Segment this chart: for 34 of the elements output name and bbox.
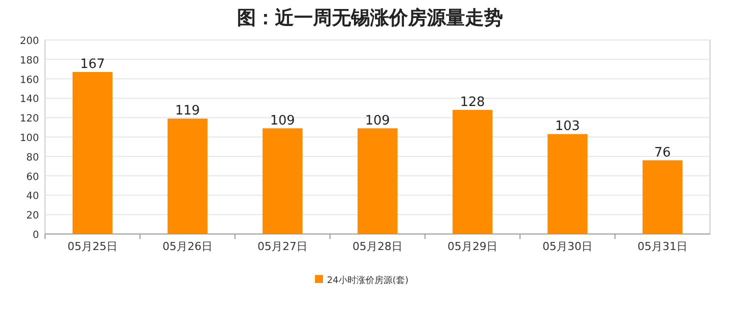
x-tick-label: 05月29日 xyxy=(448,240,498,253)
legend-label: 24小时涨价房源(套) xyxy=(327,275,408,286)
x-tick-label: 05月28日 xyxy=(352,240,402,253)
bar xyxy=(72,72,112,234)
bar xyxy=(548,134,588,234)
bar xyxy=(168,118,208,234)
y-tick-label: 80 xyxy=(26,152,39,164)
data-label: 109 xyxy=(270,113,295,128)
x-tick-label: 05月27日 xyxy=(258,240,308,253)
y-tick-label: 60 xyxy=(26,172,39,183)
y-tick-label: 0 xyxy=(32,230,39,241)
bar xyxy=(642,160,682,234)
data-label: 109 xyxy=(365,113,390,128)
data-label: 103 xyxy=(555,119,580,134)
y-tick-label: 180 xyxy=(20,55,39,66)
data-label: 128 xyxy=(460,94,485,110)
y-tick-label: 20 xyxy=(26,210,39,222)
y-tick-label: 120 xyxy=(20,114,39,125)
bar xyxy=(358,128,398,234)
x-tick-label: 05月25日 xyxy=(68,240,118,253)
y-tick-label: 100 xyxy=(20,133,39,144)
bar xyxy=(262,128,302,234)
x-tick-label: 05月30日 xyxy=(542,240,592,253)
bar xyxy=(452,110,492,234)
y-tick-label: 40 xyxy=(26,191,39,202)
x-tick-label: 05月31日 xyxy=(638,240,688,253)
y-tick-label: 160 xyxy=(20,74,39,86)
data-label: 167 xyxy=(80,57,105,72)
chart-title: 图：近一周无锡涨价房源量走势 xyxy=(237,7,503,29)
y-tick-label: 200 xyxy=(20,36,39,47)
y-tick-label: 140 xyxy=(20,94,39,106)
data-label: 119 xyxy=(175,104,200,119)
x-tick-label: 05月26日 xyxy=(162,240,212,253)
data-label: 76 xyxy=(654,145,671,160)
